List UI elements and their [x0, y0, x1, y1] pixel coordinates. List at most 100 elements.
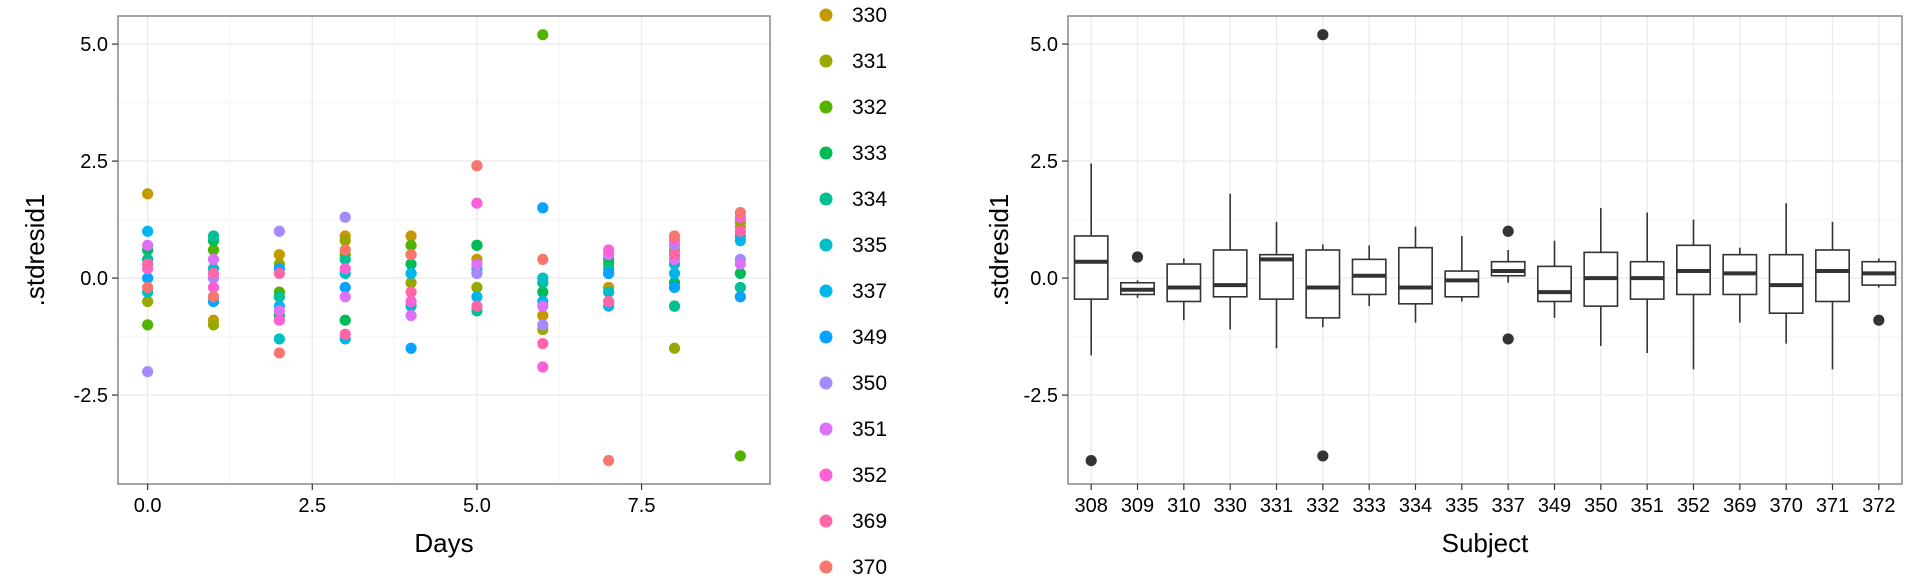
legend-marker — [819, 284, 833, 298]
data-point — [207, 253, 220, 265]
data-point — [471, 239, 483, 251]
x-tick-label: 332 — [1306, 495, 1339, 517]
legend-marker — [819, 514, 833, 528]
legend-marker — [819, 54, 833, 68]
y-tick-label: -2.5 — [74, 385, 108, 407]
y-tick-label: -2.5 — [1024, 385, 1058, 407]
x-tick-label: 0.0 — [134, 495, 162, 517]
legend-label: 352 — [852, 464, 887, 487]
data-point — [142, 188, 154, 200]
data-point — [405, 309, 417, 322]
data-point — [603, 455, 615, 467]
box-body — [1490, 260, 1526, 277]
data-point — [142, 239, 154, 251]
box-body — [1629, 260, 1665, 300]
data-point — [734, 225, 746, 237]
data-point — [339, 281, 351, 294]
box-body — [1073, 235, 1109, 300]
data-point — [537, 202, 549, 214]
box-outlier — [1085, 455, 1097, 467]
legend-marker — [819, 422, 833, 436]
data-point — [273, 291, 285, 303]
legend-label: 331 — [852, 50, 887, 73]
legend-marker — [819, 100, 833, 114]
box-body — [1259, 253, 1294, 300]
data-point — [603, 295, 615, 308]
box-body — [1305, 249, 1341, 319]
box-outlier — [1502, 333, 1514, 345]
data-point — [734, 267, 746, 279]
data-point — [537, 253, 549, 265]
x-tick-label: 371 — [1816, 495, 1849, 517]
data-point — [734, 450, 746, 462]
legend-label: 335 — [852, 234, 887, 257]
box-outlier — [1131, 251, 1144, 263]
legend-marker — [819, 8, 833, 22]
legend-label: 333 — [852, 142, 887, 165]
x-tick-label: 309 — [1121, 495, 1154, 517]
data-point — [207, 281, 220, 294]
x-tick-label: 370 — [1769, 495, 1802, 517]
legend-marker — [819, 468, 833, 482]
box-body — [1398, 246, 1433, 305]
data-point — [668, 249, 681, 261]
box-outlier — [1502, 225, 1514, 237]
x-tick-label: 331 — [1260, 495, 1293, 517]
legend-label: 334 — [852, 188, 887, 211]
x-axis-title: Subject — [1442, 528, 1529, 558]
legend-marker — [819, 560, 833, 574]
x-tick-label: 7.5 — [628, 495, 656, 517]
x-tick-label: 372 — [1862, 495, 1895, 517]
data-point — [405, 286, 417, 298]
data-point — [142, 281, 154, 294]
legend-marker — [819, 192, 833, 206]
legend-label: 351 — [852, 418, 887, 441]
data-point — [339, 244, 351, 256]
data-point — [339, 235, 351, 247]
x-tick-label: 5.0 — [463, 495, 491, 517]
data-point — [339, 211, 351, 223]
data-point — [668, 230, 681, 242]
legend-label: 350 — [852, 372, 887, 395]
data-point — [668, 267, 681, 279]
legend-label: 337 — [852, 280, 887, 303]
data-point — [339, 328, 351, 340]
data-point — [142, 366, 154, 378]
data-point — [537, 29, 549, 41]
data-point — [207, 244, 220, 256]
x-tick-label: 349 — [1538, 495, 1571, 517]
data-point — [668, 300, 681, 312]
data-point — [207, 291, 220, 303]
x-tick-label: 337 — [1491, 495, 1524, 517]
data-point — [537, 272, 549, 284]
x-tick-label: 335 — [1445, 495, 1478, 517]
data-point — [405, 267, 417, 279]
y-tick-label: 0.0 — [80, 268, 108, 290]
x-tick-label: 369 — [1723, 495, 1756, 517]
data-point — [471, 267, 483, 279]
boxplot-panel: 308 309 310 330 331 332 333 334 335 337 349 350 351 3… — [984, 15, 1903, 558]
data-point — [537, 338, 549, 350]
data-point — [668, 281, 681, 294]
y-axis-title: .stdresid1 — [984, 194, 1014, 307]
box-outlier — [1317, 450, 1329, 462]
panel-border — [117, 15, 771, 485]
data-point — [273, 249, 285, 261]
box-outlier — [1317, 29, 1329, 41]
data-point — [471, 197, 483, 209]
data-point — [537, 286, 549, 298]
legend-marker — [819, 238, 833, 252]
data-point — [537, 300, 549, 312]
legend-marker — [819, 330, 833, 344]
data-point — [603, 286, 615, 298]
data-point — [603, 244, 615, 256]
data-point — [142, 295, 154, 308]
x-tick-label: 308 — [1074, 495, 1107, 517]
data-point — [471, 258, 483, 270]
x-tick-label: 2.5 — [298, 495, 326, 517]
y-tick-label: 5.0 — [80, 34, 108, 56]
data-point — [405, 295, 417, 308]
y-axis-title: .stdresid1 — [20, 194, 50, 307]
data-point — [471, 281, 483, 294]
data-point — [734, 258, 746, 270]
